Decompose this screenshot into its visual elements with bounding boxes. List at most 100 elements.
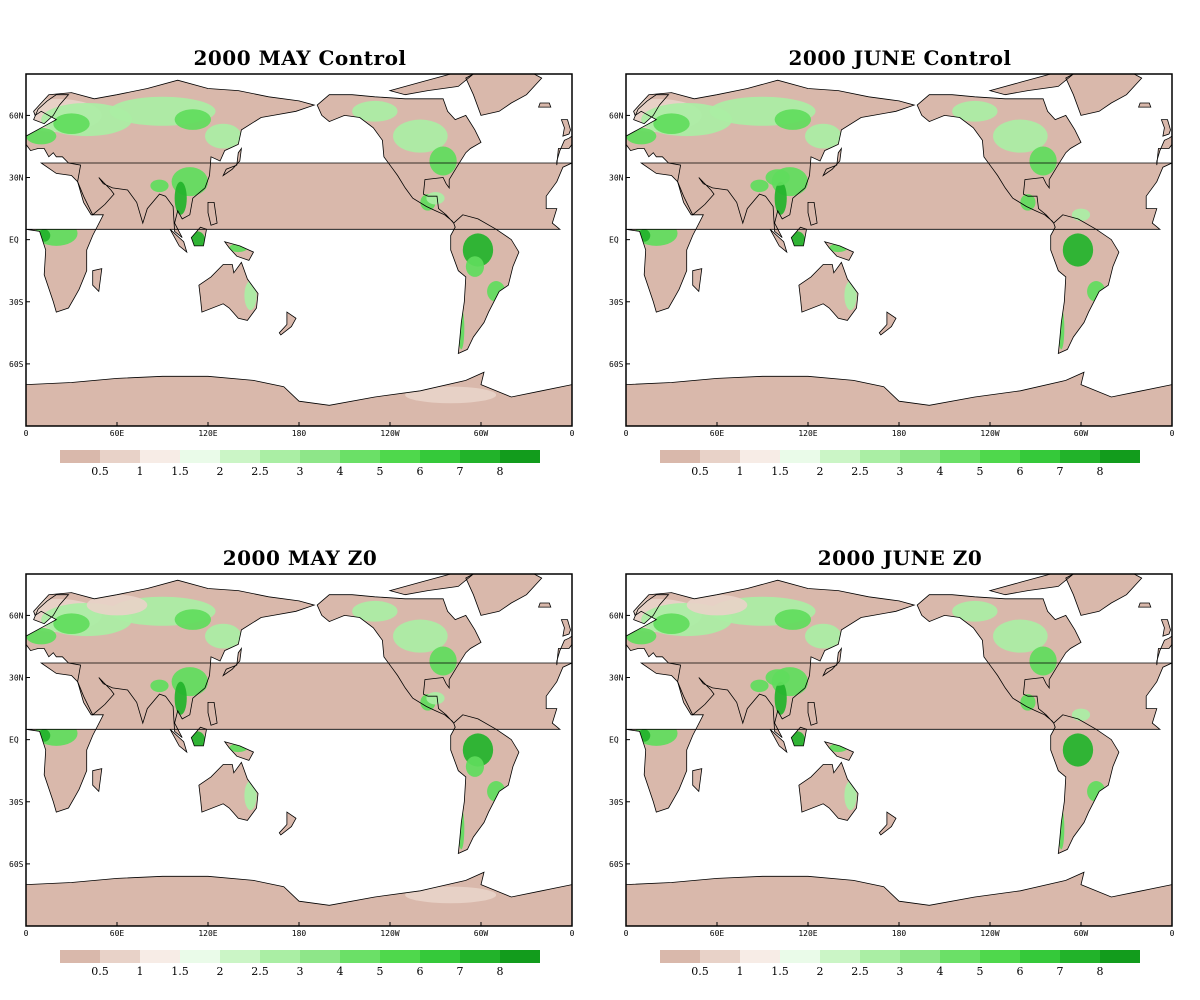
colorbar-label: 2.5 [851, 465, 869, 478]
colorbar: 0.5 1 1.5 2 2.5 3 4 5 6 7 8 [60, 450, 540, 478]
colorbar-label: 1.5 [771, 465, 789, 478]
land-arctic1 [390, 74, 474, 95]
lon-label: 120W [380, 929, 399, 938]
colorbar-label: 5 [377, 465, 384, 478]
precip-region [626, 127, 657, 145]
precip-region [1071, 208, 1091, 222]
precip-shading [626, 594, 1106, 850]
colorbar-swatch [1060, 450, 1100, 463]
precip-region [1087, 781, 1106, 802]
panel-title: 2000 JUNE Control [788, 46, 1012, 70]
colorbar-label: 0.5 [91, 965, 109, 978]
land-layer [626, 574, 1172, 926]
precip-region [1071, 708, 1091, 722]
lon-label: 60E [110, 429, 125, 438]
land-europeW [556, 636, 572, 666]
precip-region [952, 600, 998, 622]
map-svg: 60N 30N EQ 30S 60S 0 60E 120E 180 120W 60W 0 0.5 1 1.5… [609, 73, 1175, 478]
lat-label: 60S [609, 360, 624, 369]
lat-label: 60S [9, 360, 24, 369]
precip-region [465, 756, 485, 777]
lon-label: 180 [892, 929, 907, 938]
colorbar-swatch [1100, 950, 1140, 963]
precip-region [653, 613, 690, 635]
precip-shading [26, 96, 506, 404]
lon-label: 120W [380, 429, 399, 438]
lon-label: 60W [1074, 429, 1089, 438]
colorbar-swatch [500, 450, 540, 463]
colorbar-swatch [140, 950, 180, 963]
lon-label: 60E [710, 429, 725, 438]
precip-region [774, 181, 787, 215]
precip-region [750, 679, 769, 693]
land-sumatra [770, 229, 787, 253]
land-australia [798, 762, 858, 821]
lon-label: 120E [198, 429, 217, 438]
lat-label: 30N [9, 174, 24, 183]
land-nz [879, 312, 896, 335]
land-layer [26, 74, 572, 426]
precip-region [626, 627, 657, 645]
precip-region [352, 600, 398, 622]
land-arctic1 [390, 574, 474, 595]
map-panel-june-control: 2000 JUNE Control 60N 30N EQ 30S 60S 0 60E 120E 1… [600, 0, 1200, 500]
colorbar-label: 1.5 [171, 965, 189, 978]
precip-region [993, 119, 1048, 153]
lon-label: 60W [474, 429, 489, 438]
colorbar-swatch [1100, 450, 1140, 463]
precip-region [150, 179, 169, 193]
colorbar-swatch [340, 450, 380, 463]
map-panel-june-z0: 2000 JUNE Z0 60N 30N EQ 30S 60S 0 60E 120E 180 120… [600, 500, 1200, 1000]
precip-region [487, 281, 506, 302]
colorbar-swatch [980, 450, 1020, 463]
precip-region [653, 113, 690, 135]
colorbar-label: 2.5 [851, 965, 869, 978]
colorbar-label: 5 [977, 465, 984, 478]
colorbar-label: 7 [457, 965, 464, 978]
colorbar-label: 6 [1017, 465, 1024, 478]
precip-region [844, 781, 857, 811]
map-svg: 60N 30N EQ 30S 60S 0 60E 120E 180 120W 60W 0 0.5 1 1.5… [9, 573, 575, 978]
land-greenland [1065, 74, 1142, 116]
colorbar-label: 5 [377, 965, 384, 978]
coastlines [626, 74, 1172, 406]
colorbar-label: 0.5 [91, 465, 109, 478]
lon-label: 0 [1170, 929, 1175, 938]
lat-label: 60N [9, 611, 24, 620]
colorbar-label: 3 [897, 465, 904, 478]
land-australia [198, 262, 258, 321]
lon-label: 120W [980, 429, 999, 438]
colorbar-label: 6 [417, 465, 424, 478]
colorbar-label: 0.5 [691, 965, 709, 978]
colorbar-swatch [1020, 950, 1060, 963]
land-layer [626, 74, 1172, 426]
precip-region [952, 100, 998, 122]
colorbar-label: 7 [1057, 965, 1064, 978]
lat-label: 60S [609, 860, 624, 869]
precip-region [1029, 646, 1057, 676]
colorbar-label: 4 [337, 965, 344, 978]
land-australia [198, 762, 258, 821]
colorbar-swatch [60, 950, 100, 963]
precip-region [393, 119, 448, 153]
lat-label: 60S [9, 860, 24, 869]
colorbar: 0.5 1 1.5 2 2.5 3 4 5 6 7 8 [60, 950, 540, 978]
colorbar-label: 4 [337, 465, 344, 478]
precip-region [1062, 233, 1094, 267]
colorbar-swatch [980, 950, 1020, 963]
colorbar-label: 8 [1097, 465, 1104, 478]
colorbar-label: 1 [737, 965, 744, 978]
colorbar-swatch [1020, 450, 1060, 463]
land-greenland [465, 574, 542, 616]
land-nz [879, 812, 896, 835]
precip-region [1029, 146, 1057, 176]
land-europeW [1156, 136, 1172, 166]
precip-region [393, 619, 448, 653]
colorbar-swatch [780, 950, 820, 963]
lat-label: 60N [9, 111, 24, 120]
precip-region [204, 623, 242, 649]
precip-region [405, 886, 497, 904]
precip-region [174, 681, 187, 715]
lon-label: 0 [624, 429, 629, 438]
precip-region [765, 169, 790, 186]
